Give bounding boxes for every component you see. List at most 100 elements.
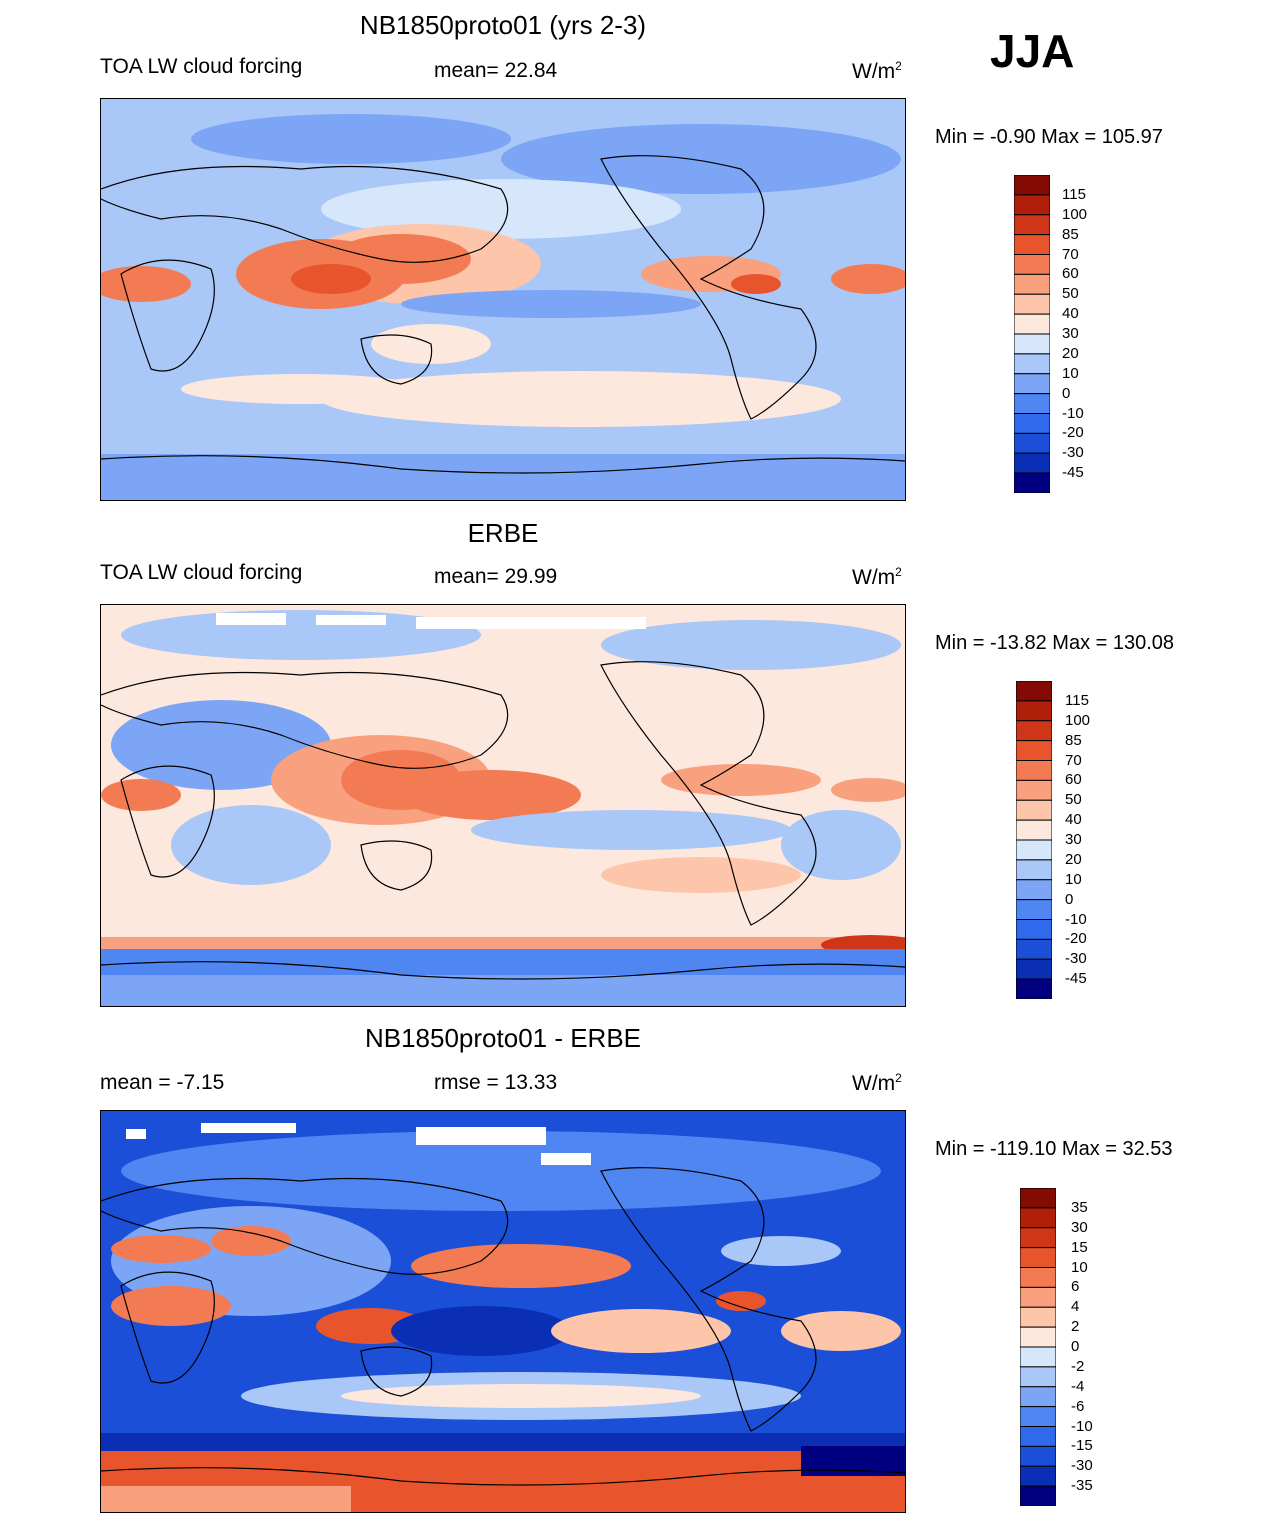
colorbar-box	[1020, 1366, 1056, 1388]
colorbar-tick-label: 10	[1065, 870, 1082, 888]
panel3-units: W/m2	[852, 1071, 902, 1096]
colorbar-tick-label: 30	[1065, 831, 1082, 848]
colorbar-box	[1014, 353, 1050, 375]
colorbar-tick-label: 4	[1071, 1298, 1080, 1316]
colorbar-box	[1014, 273, 1050, 295]
colorbar-box	[1016, 978, 1052, 999]
colorbar-box	[1016, 899, 1052, 921]
colorbar-box	[1014, 214, 1050, 236]
panel2-missing	[316, 615, 386, 625]
colorbar-box	[1014, 393, 1050, 415]
panel2-region	[101, 779, 181, 811]
panel3-missing	[541, 1153, 591, 1165]
panel1-left-label: TOA LW cloud forcing	[100, 55, 303, 78]
panel3-missing	[126, 1129, 146, 1139]
colorbar-tick-label: -4	[1071, 1377, 1085, 1395]
colorbar-tick-label: 10	[1062, 364, 1079, 382]
colorbar-tick-label: 100	[1062, 205, 1088, 223]
panel2-coast-africa	[120, 765, 215, 878]
colorbar-tick-label: 115	[1062, 185, 1086, 203]
panel1-colorbar	[1014, 175, 1050, 493]
panel3-region	[211, 1226, 291, 1256]
panel3-region	[101, 1486, 351, 1512]
panel2-coast-australia	[360, 840, 433, 891]
colorbar-tick-label: -30	[1071, 1457, 1093, 1475]
colorbar-box	[1020, 1465, 1056, 1487]
panel1-units: W/m2	[852, 59, 902, 84]
colorbar-tick-label: -6	[1071, 1397, 1085, 1415]
panel3-region	[411, 1244, 631, 1288]
panel2-region	[401, 770, 581, 820]
panel3-coast-eurasia	[101, 1177, 509, 1275]
panel3-coast-africa	[120, 1271, 215, 1384]
panel3-map	[100, 1110, 906, 1513]
colorbar-tick-label: -2	[1071, 1357, 1085, 1375]
panel2-region	[101, 975, 905, 1006]
panel1-minmax: Min = -0.90 Max = 105.97	[935, 126, 1163, 148]
colorbar-box	[1016, 720, 1052, 742]
colorbar-tick-label: 0	[1065, 890, 1074, 908]
panel2-region	[171, 805, 331, 885]
panel3-minmax: Min = -119.10 Max = 32.53	[935, 1138, 1173, 1160]
panel3-rmse-label: rmse = 13.33	[434, 1071, 558, 1094]
panel1-coast-australia	[360, 334, 433, 385]
colorbar-tick-label: -10	[1065, 910, 1087, 928]
panel2-units-sup: 2	[895, 565, 902, 579]
panel2-map-svg	[101, 605, 905, 1006]
panel3-coast-australia	[360, 1346, 433, 1397]
colorbar-tick-label: -10	[1071, 1417, 1093, 1435]
panel1-title: NB1850proto01 (yrs 2-3)	[359, 10, 647, 40]
colorbar-box	[1016, 700, 1052, 722]
panel3-missing	[416, 1127, 546, 1145]
colorbar-tick-label: 0	[1062, 384, 1071, 402]
panel1-region	[301, 479, 901, 500]
panel3-region	[111, 1286, 231, 1326]
panel2-region	[831, 778, 905, 802]
colorbar-box	[1014, 373, 1050, 395]
panel3-map-svg	[101, 1111, 905, 1512]
panel1-region	[731, 274, 781, 294]
panel2-region	[601, 857, 801, 893]
colorbar-box	[1014, 313, 1050, 335]
colorbar-tick-label: 85	[1062, 225, 1079, 243]
colorbar-box	[1016, 919, 1052, 940]
panel1-region	[291, 264, 371, 294]
colorbar-box	[1020, 1247, 1056, 1269]
colorbar-tick-label: -20	[1062, 424, 1084, 442]
colorbar-tick-label: 35	[1071, 1198, 1088, 1216]
panel1-region	[191, 114, 511, 164]
colorbar-tick-label: 115	[1065, 691, 1089, 709]
panel3-coast-antarctica	[101, 1467, 905, 1486]
colorbar-box	[1020, 1207, 1056, 1229]
panel2-minmax: Min = -13.82 Max = 130.08	[935, 632, 1175, 654]
colorbar-box	[1016, 938, 1052, 960]
colorbar-box	[1020, 1306, 1056, 1328]
colorbar-tick-label: -30	[1065, 950, 1087, 968]
panel2-region	[601, 620, 901, 670]
colorbar-tick-label: -10	[1062, 404, 1084, 422]
panel1-region	[331, 234, 471, 284]
panel2-map	[100, 604, 906, 1007]
colorbar-tick-label: 0	[1071, 1338, 1080, 1355]
panel3-region	[101, 1433, 905, 1451]
colorbar-tick-label: 70	[1062, 245, 1079, 263]
panel3-units-sup: 2	[895, 1071, 902, 1085]
panel2-mean-label: mean= 29.99	[434, 565, 558, 588]
panel2-colorbar	[1016, 681, 1052, 999]
colorbar-box	[1016, 760, 1052, 781]
panel2-units: W/m2	[852, 565, 902, 590]
colorbar-box	[1020, 1286, 1056, 1308]
panel3-missing	[201, 1123, 296, 1133]
colorbar-tick-label: 10	[1071, 1258, 1088, 1276]
panel2-title: ERBE	[467, 518, 539, 548]
panel2-region	[781, 810, 901, 880]
colorbar-box	[1020, 1326, 1056, 1348]
panel1-region	[101, 266, 191, 302]
panel1-map	[100, 98, 906, 501]
colorbar-tick-label: 40	[1065, 811, 1082, 829]
colorbar-tick-label: 100	[1065, 711, 1091, 729]
panel3-units-text: W/m	[852, 1072, 896, 1095]
colorbar-tick-label: -45	[1062, 464, 1084, 482]
panel2-units-text: W/m	[852, 566, 896, 589]
panel2-missing	[416, 617, 646, 629]
